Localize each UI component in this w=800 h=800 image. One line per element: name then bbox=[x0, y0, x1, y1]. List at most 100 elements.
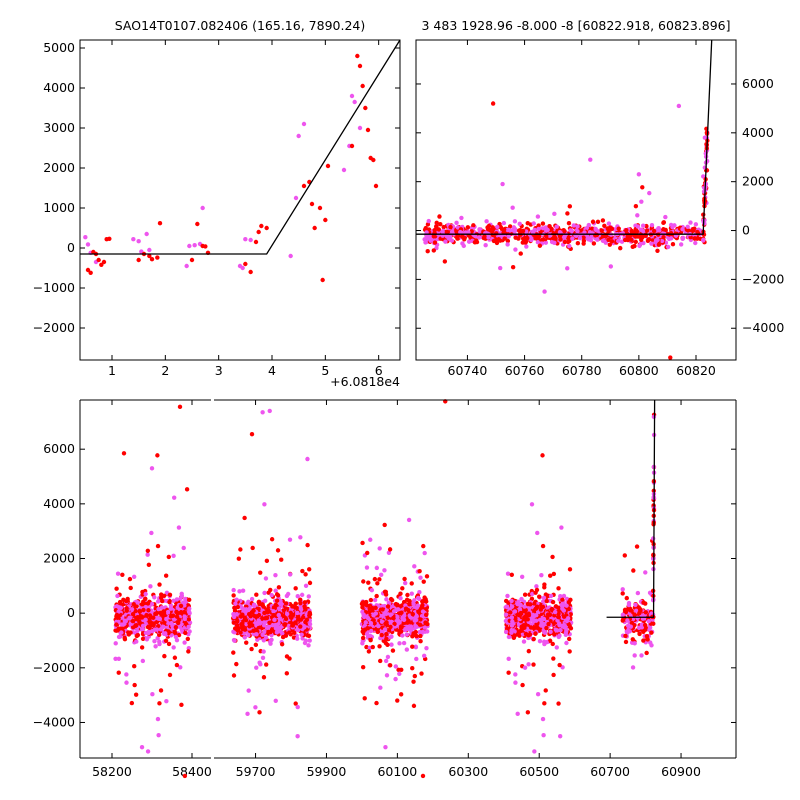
data-point bbox=[517, 221, 522, 227]
data-point bbox=[149, 257, 155, 262]
data-point bbox=[513, 672, 518, 677]
data-point bbox=[246, 632, 251, 638]
data-point bbox=[397, 671, 402, 676]
y-tick-label: 6000 bbox=[742, 76, 774, 91]
data-point bbox=[234, 597, 239, 602]
data-point bbox=[541, 732, 546, 738]
data-point bbox=[639, 625, 645, 630]
data-point bbox=[461, 243, 466, 249]
data-point bbox=[440, 229, 445, 234]
data-point bbox=[276, 606, 282, 611]
data-point bbox=[519, 596, 524, 602]
data-point bbox=[384, 607, 389, 613]
data-point bbox=[523, 631, 529, 637]
data-point bbox=[363, 105, 368, 111]
data-point bbox=[495, 224, 500, 230]
data-point bbox=[254, 632, 259, 637]
data-point bbox=[263, 635, 269, 640]
y-tick-label: 6000 bbox=[43, 441, 75, 456]
data-point bbox=[693, 240, 698, 246]
data-point bbox=[156, 732, 161, 738]
data-point bbox=[645, 238, 651, 244]
data-point bbox=[162, 653, 167, 659]
data-point bbox=[529, 502, 535, 507]
data-point bbox=[99, 262, 104, 267]
data-point bbox=[519, 574, 525, 579]
data-point bbox=[503, 629, 509, 635]
data-point bbox=[186, 597, 192, 603]
x-tick-label: 6 bbox=[375, 363, 383, 378]
data-point bbox=[533, 631, 538, 636]
data-point bbox=[294, 605, 299, 611]
data-point bbox=[186, 624, 191, 630]
data-point bbox=[143, 596, 148, 601]
data-point bbox=[395, 614, 400, 620]
data-point bbox=[293, 701, 298, 706]
data-point bbox=[650, 536, 656, 541]
data-point bbox=[414, 614, 419, 619]
data-point bbox=[487, 228, 493, 233]
data-point bbox=[146, 562, 152, 567]
data-point bbox=[393, 676, 398, 682]
data-point bbox=[370, 607, 375, 613]
data-point bbox=[535, 530, 540, 536]
data-point bbox=[437, 214, 442, 219]
data-point bbox=[171, 645, 176, 650]
data-point bbox=[446, 236, 452, 241]
data-point bbox=[412, 673, 418, 679]
data-point bbox=[256, 229, 261, 235]
data-point bbox=[155, 543, 161, 549]
data-point bbox=[293, 601, 298, 606]
data-point bbox=[307, 621, 313, 627]
data-point bbox=[371, 618, 376, 623]
data-point bbox=[261, 649, 266, 654]
data-point bbox=[559, 525, 564, 530]
data-point bbox=[410, 666, 415, 671]
data-point bbox=[261, 620, 267, 625]
data-point bbox=[176, 525, 182, 530]
data-point bbox=[567, 204, 573, 209]
data-point bbox=[639, 653, 644, 658]
data-point bbox=[195, 221, 200, 227]
data-point bbox=[640, 223, 646, 228]
data-point bbox=[418, 638, 423, 644]
data-point bbox=[517, 633, 522, 638]
data-point bbox=[172, 655, 178, 660]
data-point bbox=[155, 453, 160, 458]
data-point bbox=[636, 172, 642, 177]
data-point bbox=[258, 570, 263, 575]
data-point bbox=[566, 238, 572, 244]
data-point bbox=[305, 456, 310, 462]
y-tick-label: −2000 bbox=[33, 320, 75, 335]
data-point bbox=[588, 157, 593, 162]
data-point bbox=[606, 237, 611, 243]
data-point bbox=[600, 238, 606, 244]
data-point bbox=[147, 253, 152, 259]
data-point bbox=[623, 633, 628, 639]
data-point bbox=[536, 223, 541, 228]
data-point bbox=[521, 639, 527, 644]
data-point bbox=[555, 618, 560, 623]
data-point bbox=[649, 241, 654, 246]
data-point bbox=[158, 688, 164, 693]
data-point bbox=[625, 618, 630, 623]
data-point bbox=[306, 643, 311, 648]
data-point bbox=[393, 664, 399, 669]
data-point bbox=[200, 205, 205, 211]
data-point bbox=[688, 220, 693, 225]
data-point bbox=[171, 598, 176, 603]
y-tick-label: −4000 bbox=[742, 320, 784, 335]
data-point bbox=[115, 571, 121, 576]
data-point bbox=[631, 568, 636, 573]
data-point bbox=[410, 644, 415, 649]
data-point bbox=[274, 630, 280, 635]
data-point bbox=[282, 622, 288, 627]
panel3-frame bbox=[79, 399, 737, 759]
panel1-model-line bbox=[80, 39, 401, 255]
data-point bbox=[609, 226, 615, 232]
data-point bbox=[653, 238, 659, 243]
data-point bbox=[544, 233, 549, 239]
data-point bbox=[649, 222, 655, 228]
data-point bbox=[512, 219, 518, 224]
data-point bbox=[668, 236, 674, 241]
